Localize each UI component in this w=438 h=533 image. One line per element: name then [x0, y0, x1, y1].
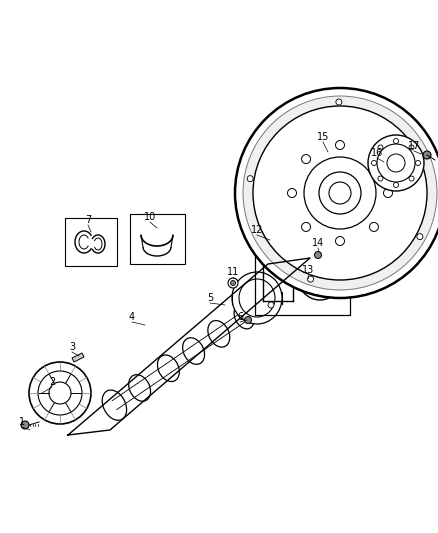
Ellipse shape	[304, 257, 336, 293]
Text: 17: 17	[408, 141, 420, 151]
Text: 16: 16	[371, 148, 383, 158]
Ellipse shape	[129, 375, 151, 401]
Ellipse shape	[230, 280, 236, 286]
Ellipse shape	[423, 151, 431, 159]
Ellipse shape	[307, 276, 314, 282]
Ellipse shape	[301, 222, 311, 231]
Ellipse shape	[157, 355, 179, 382]
Ellipse shape	[329, 182, 351, 204]
Text: 6: 6	[237, 312, 243, 322]
Ellipse shape	[244, 317, 251, 324]
Ellipse shape	[208, 320, 230, 347]
Ellipse shape	[409, 176, 414, 181]
Text: 10: 10	[144, 212, 156, 222]
Ellipse shape	[314, 252, 321, 259]
Ellipse shape	[378, 145, 383, 150]
Ellipse shape	[21, 421, 29, 429]
Ellipse shape	[234, 304, 254, 329]
Ellipse shape	[287, 189, 297, 198]
Ellipse shape	[247, 176, 253, 182]
Ellipse shape	[409, 145, 414, 150]
Ellipse shape	[297, 250, 343, 300]
Ellipse shape	[301, 155, 311, 164]
Text: 7: 7	[85, 215, 91, 225]
Text: 3: 3	[69, 342, 75, 352]
Ellipse shape	[102, 390, 127, 420]
Ellipse shape	[38, 371, 82, 415]
Ellipse shape	[369, 155, 378, 164]
Polygon shape	[72, 353, 84, 362]
Ellipse shape	[253, 106, 427, 280]
Ellipse shape	[49, 382, 71, 404]
Text: 13: 13	[302, 265, 314, 275]
Ellipse shape	[377, 144, 415, 182]
Ellipse shape	[183, 338, 205, 365]
Ellipse shape	[232, 272, 282, 324]
Ellipse shape	[393, 182, 399, 188]
Text: 15: 15	[317, 132, 329, 142]
Ellipse shape	[268, 242, 274, 248]
Text: 1: 1	[19, 417, 25, 427]
Ellipse shape	[304, 157, 376, 229]
Ellipse shape	[387, 154, 405, 172]
Text: 2: 2	[49, 377, 55, 387]
Text: 14: 14	[312, 238, 324, 248]
Ellipse shape	[416, 160, 420, 166]
Ellipse shape	[368, 135, 424, 191]
Ellipse shape	[369, 222, 378, 231]
Bar	[130, 214, 185, 264]
Ellipse shape	[417, 233, 423, 240]
Ellipse shape	[239, 279, 275, 317]
Ellipse shape	[384, 189, 392, 198]
Ellipse shape	[371, 160, 377, 166]
Bar	[255, 233, 350, 315]
Text: 5: 5	[207, 293, 213, 303]
Ellipse shape	[336, 99, 342, 105]
Ellipse shape	[393, 139, 399, 143]
Text: 4: 4	[129, 312, 135, 322]
Ellipse shape	[228, 278, 238, 288]
Ellipse shape	[319, 172, 361, 214]
Ellipse shape	[378, 176, 383, 181]
Bar	[65, 218, 117, 266]
Ellipse shape	[336, 237, 345, 246]
Ellipse shape	[235, 88, 438, 298]
Ellipse shape	[243, 96, 437, 290]
Ellipse shape	[268, 302, 274, 308]
Text: 12: 12	[251, 225, 263, 235]
Ellipse shape	[336, 141, 345, 149]
Text: 11: 11	[227, 267, 239, 277]
Ellipse shape	[29, 362, 91, 424]
